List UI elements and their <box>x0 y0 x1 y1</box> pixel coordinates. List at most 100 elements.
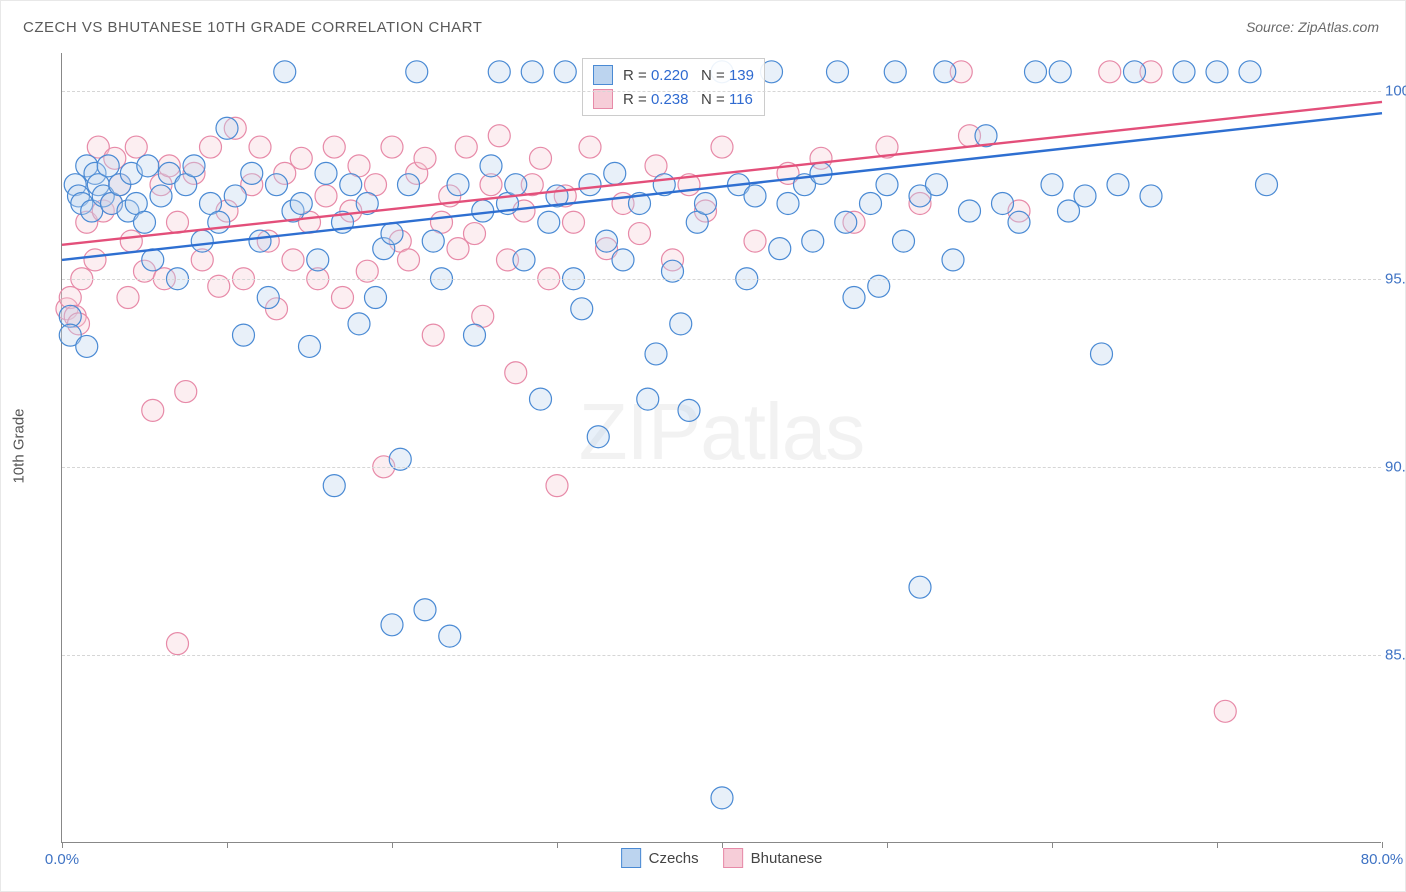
x-tick <box>887 842 888 848</box>
data-point <box>843 287 865 309</box>
data-point <box>381 614 403 636</box>
data-point <box>142 249 164 271</box>
legend-item-bhutanese: Bhutanese <box>723 848 823 868</box>
data-point <box>464 324 486 346</box>
data-point <box>1256 174 1278 196</box>
legend-swatch-icon <box>723 848 743 868</box>
data-point <box>612 249 634 271</box>
legend-swatch-czechs <box>593 65 613 85</box>
data-point <box>521 61 543 83</box>
data-point <box>1140 185 1162 207</box>
data-point <box>554 61 576 83</box>
x-tick <box>1382 842 1383 848</box>
data-point <box>183 155 205 177</box>
legend-swatch-bhutanese <box>593 89 613 109</box>
y-tick-label: 95.0% <box>1385 270 1406 287</box>
data-point <box>167 211 189 233</box>
correlation-legend: R = 0.220 N = 139 R = 0.238 N = 116 <box>582 58 765 116</box>
data-point <box>323 475 345 497</box>
data-point <box>629 223 651 245</box>
data-point <box>216 117 238 139</box>
series-legend: Czechs Bhutanese <box>621 848 823 868</box>
data-point <box>579 174 601 196</box>
y-axis-label: 10th Grade <box>11 408 28 483</box>
legend-row-czechs: R = 0.220 N = 139 <box>593 63 754 87</box>
data-point <box>455 136 477 158</box>
data-point <box>315 162 337 184</box>
data-point <box>191 230 213 252</box>
data-point <box>422 324 444 346</box>
data-point <box>76 335 98 357</box>
data-point <box>332 287 354 309</box>
data-point <box>530 147 552 169</box>
data-point <box>695 192 717 214</box>
chart-source: Source: ZipAtlas.com <box>1246 19 1379 35</box>
data-point <box>274 61 296 83</box>
data-point <box>1206 61 1228 83</box>
data-point <box>257 287 279 309</box>
data-point <box>125 136 147 158</box>
data-point <box>645 343 667 365</box>
data-point <box>893 230 915 252</box>
data-point <box>137 155 159 177</box>
data-point <box>769 238 791 260</box>
data-point <box>959 200 981 222</box>
data-point <box>909 576 931 598</box>
data-point <box>505 362 527 384</box>
y-tick-label: 85.0% <box>1385 646 1406 663</box>
data-point <box>323 136 345 158</box>
data-point <box>596 230 618 252</box>
y-tick-label: 100.0% <box>1385 82 1406 99</box>
x-tick <box>722 842 723 848</box>
data-point <box>942 249 964 271</box>
grid-line <box>62 655 1381 656</box>
legend-swatch-icon <box>621 848 641 868</box>
data-point <box>1173 61 1195 83</box>
data-point <box>538 211 560 233</box>
data-point <box>208 211 230 233</box>
chart-svg <box>62 53 1381 842</box>
grid-line <box>62 279 1381 280</box>
data-point <box>587 426 609 448</box>
data-point <box>398 249 420 271</box>
data-point <box>810 162 832 184</box>
data-point <box>142 399 164 421</box>
legend-item-czechs: Czechs <box>621 848 699 868</box>
data-point <box>398 174 420 196</box>
data-point <box>1008 211 1030 233</box>
data-point <box>530 388 552 410</box>
data-point <box>307 249 329 271</box>
data-point <box>777 192 799 214</box>
data-point <box>249 230 271 252</box>
data-point <box>488 61 510 83</box>
data-point <box>120 230 142 252</box>
data-point <box>381 136 403 158</box>
data-point <box>1041 174 1063 196</box>
data-point <box>488 125 510 147</box>
data-point <box>1239 61 1261 83</box>
data-point <box>480 155 502 177</box>
x-tick <box>227 842 228 848</box>
x-tick <box>392 842 393 848</box>
data-point <box>1099 61 1121 83</box>
data-point <box>513 249 535 271</box>
legend-text-bhutanese: R = 0.238 N = 116 <box>623 91 753 108</box>
data-point <box>579 136 601 158</box>
data-point <box>744 185 766 207</box>
x-tick <box>62 842 63 848</box>
data-point <box>365 287 387 309</box>
grid-line <box>62 91 1381 92</box>
data-point <box>117 287 139 309</box>
data-point <box>835 211 857 233</box>
x-tick-label: 0.0% <box>45 851 79 868</box>
data-point <box>934 61 956 83</box>
data-point <box>827 61 849 83</box>
data-point <box>233 324 255 346</box>
data-point <box>1124 61 1146 83</box>
data-point <box>299 335 321 357</box>
data-point <box>637 388 659 410</box>
chart-title: CZECH VS BHUTANESE 10TH GRADE CORRELATIO… <box>23 19 482 36</box>
data-point <box>464 223 486 245</box>
y-tick-label: 90.0% <box>1385 458 1406 475</box>
data-point <box>97 155 119 177</box>
